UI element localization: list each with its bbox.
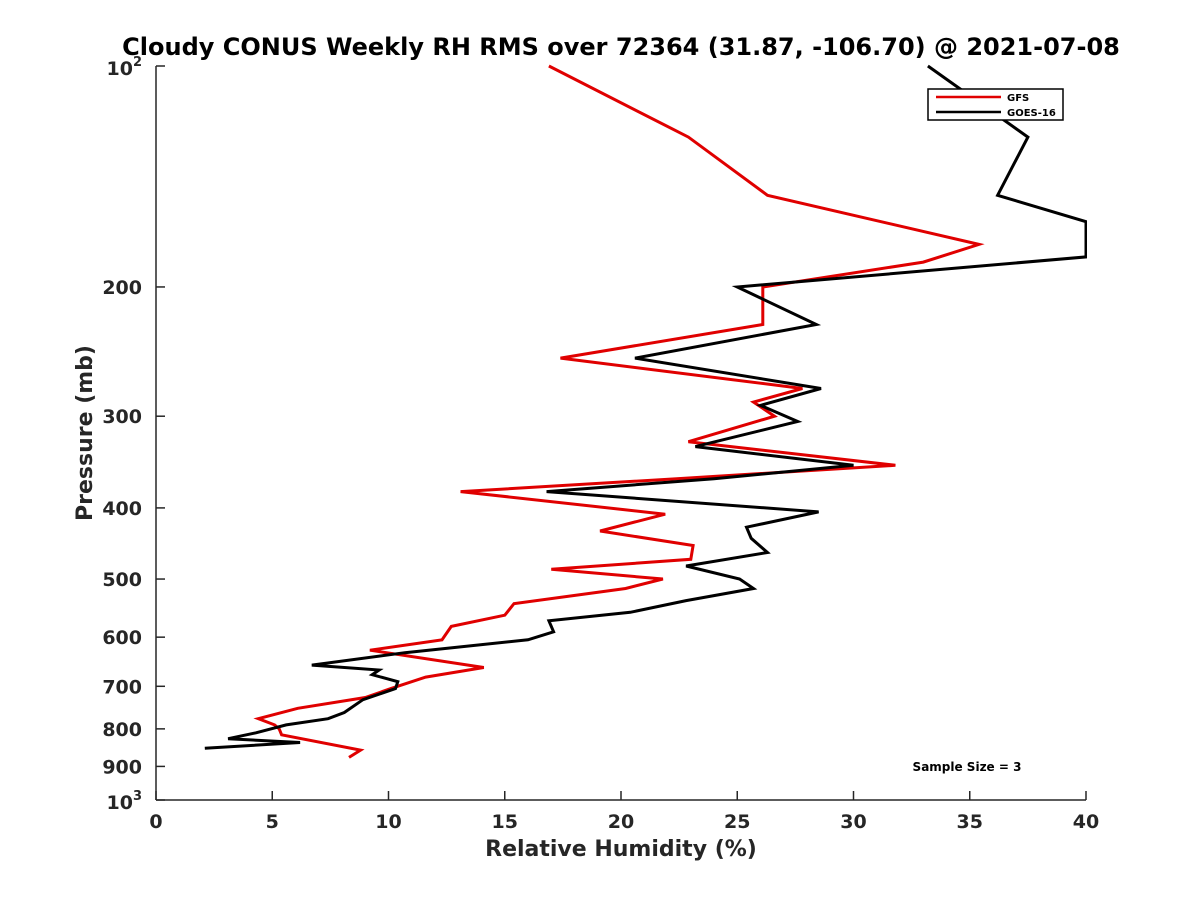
x-axis-ticks: 0 5 10 15 20 25 30 35 40 xyxy=(149,791,1099,833)
legend: GFS GOES-16 xyxy=(927,88,1064,121)
legend-label: GFS xyxy=(1007,93,1029,104)
legend-box xyxy=(927,88,1064,121)
x-tick-label: 0 xyxy=(149,811,162,833)
x-tick-label: 30 xyxy=(840,811,866,833)
chart-title: Cloudy CONUS Weekly RH RMS over 72364 (3… xyxy=(122,33,1120,61)
power-base: 10 xyxy=(107,58,133,80)
x-axis-label: Relative Humidity (%) xyxy=(485,837,757,862)
series-line-gfs xyxy=(253,64,985,759)
y-tick-label: 300 xyxy=(102,406,142,428)
x-tick-label: 35 xyxy=(957,811,983,833)
power-exponent: 3 xyxy=(133,789,142,804)
y-tick-label-power: 103 xyxy=(107,789,143,814)
y-tick-label: 400 xyxy=(102,498,142,520)
x-tick-label: 25 xyxy=(724,811,750,833)
legend-label: GOES-16 xyxy=(1007,108,1056,119)
y-tick-label: 800 xyxy=(102,719,142,741)
series-lines xyxy=(204,64,1087,759)
y-tick-label: 900 xyxy=(102,756,142,778)
x-tick-label: 15 xyxy=(492,811,518,833)
power-base: 10 xyxy=(107,792,133,814)
y-tick-label: 200 xyxy=(102,277,142,299)
y-tick-label-power: 102 xyxy=(107,55,143,80)
x-tick-label: 10 xyxy=(375,811,401,833)
y-tick-label: 700 xyxy=(102,676,142,698)
y-tick-label: 600 xyxy=(102,627,142,649)
y-tick-label: 500 xyxy=(102,569,142,591)
x-tick-label: 5 xyxy=(266,811,279,833)
x-tick-label: 40 xyxy=(1073,811,1099,833)
y-axis-label: Pressure (mb) xyxy=(73,345,98,521)
series-line-goes-16 xyxy=(204,64,1087,750)
x-tick-label: 20 xyxy=(608,811,634,833)
power-exponent: 2 xyxy=(133,55,142,70)
sample-size-annotation: Sample Size = 3 xyxy=(913,760,1022,774)
